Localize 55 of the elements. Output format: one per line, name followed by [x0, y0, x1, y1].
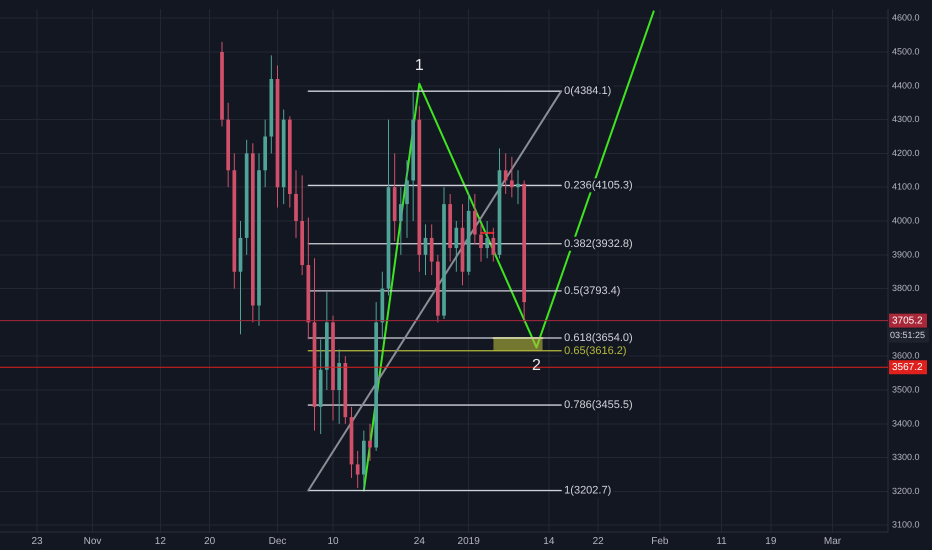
- x-tick-label: 24: [414, 536, 426, 547]
- candlestick: [424, 224, 428, 276]
- x-tick-label: Feb: [651, 536, 669, 547]
- series-label: 1(3202.7): [564, 484, 612, 497]
- series-label: 0.382(3932.8): [564, 238, 633, 250]
- candlestick: [398, 186, 403, 256]
- y-tick-label: 4200.0: [892, 148, 920, 158]
- x-tick-label: 10: [327, 536, 339, 547]
- y-tick-label: 3400.0: [892, 418, 920, 428]
- y-tick-label: 4500.0: [892, 46, 920, 56]
- candlestick: [405, 160, 409, 238]
- candlestick: [485, 220, 490, 259]
- ref-line-label: 3567.2: [892, 362, 924, 374]
- series-label: 0.618(3654.0): [564, 332, 633, 344]
- annotation: 1: [414, 57, 424, 74]
- y-tick-label: 3600.0: [892, 350, 920, 361]
- candlestick: [516, 170, 520, 205]
- series-label: 0.786(3455.5): [564, 399, 633, 412]
- x-tick-label: 19: [765, 536, 777, 547]
- y-tick-label: 3100.0: [892, 520, 920, 530]
- x-tick-label: 23: [31, 536, 43, 547]
- series-label: 0.65(3616.2): [564, 344, 627, 357]
- series-label: 0.5(3793.4): [564, 284, 620, 297]
- y-tick-label: 4300.0: [892, 114, 920, 124]
- x-tick-label: 12: [154, 536, 166, 547]
- y-tick-label: 3500.0: [892, 384, 920, 395]
- ref-line-label: 3705.2: [892, 315, 924, 326]
- text: 03:51:25: [890, 330, 926, 340]
- candlestick: [472, 193, 477, 246]
- x-tick-label: Dec: [268, 536, 286, 547]
- series-label: 0(4384.1): [564, 85, 612, 98]
- y-tick-label: 4600.0: [892, 12, 920, 23]
- y-tick-label: 3900.0: [892, 249, 920, 260]
- candlestick: [368, 423, 372, 462]
- candlestick: [430, 224, 434, 276]
- y-tick-label: 3800.0: [892, 283, 920, 294]
- candlestick: [491, 227, 496, 262]
- candlestick: [356, 450, 360, 489]
- series-label: 0.236(4105.3): [564, 179, 633, 192]
- x-tick-label: Nov: [84, 536, 102, 547]
- y-tick-label: 4000.0: [892, 215, 920, 226]
- y-tick-label: 3200.0: [892, 486, 920, 496]
- y-tick-label: 4100.0: [892, 182, 920, 192]
- candlestick: [504, 152, 508, 194]
- x-tick-label: 14: [543, 536, 555, 547]
- candlestick: [479, 224, 483, 262]
- x-tick-label: 20: [204, 536, 216, 547]
- candlestick: [454, 220, 458, 272]
- y-tick-label: 4400.0: [892, 80, 920, 90]
- x-tick-label: 11: [716, 536, 728, 547]
- x-tick-label: 22: [592, 536, 604, 547]
- candlestick: [510, 156, 514, 198]
- x-tick-label: 2019: [458, 536, 480, 547]
- y-tick-label: 3300.0: [892, 452, 920, 462]
- x-tick-label: Mar: [824, 536, 842, 547]
